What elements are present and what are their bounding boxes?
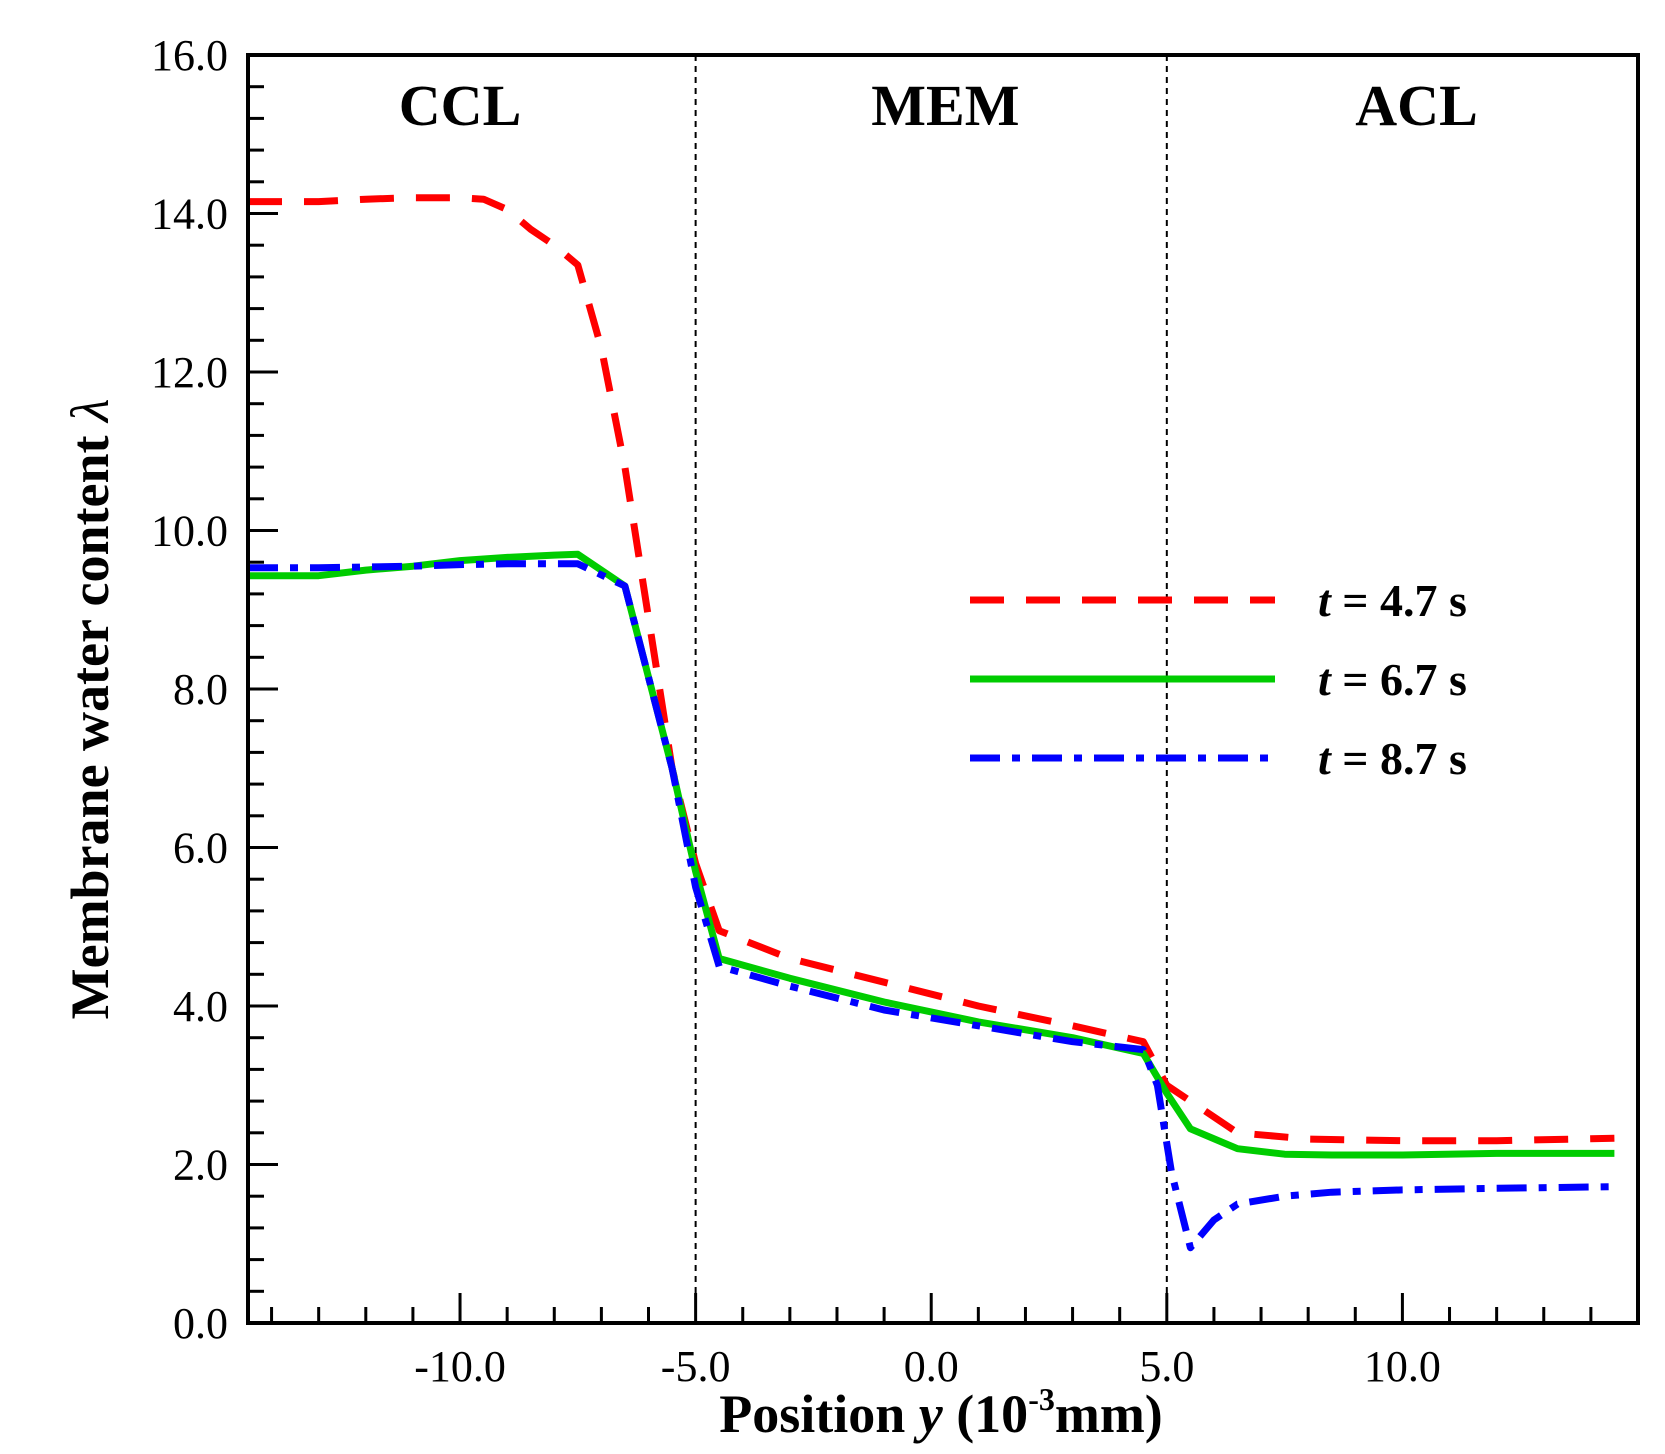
region-labels: CCL MEM ACL [399, 73, 1478, 138]
y-tick-label: 0.0 [173, 1299, 228, 1348]
x-axis-title-variable: y [913, 1384, 944, 1444]
x-tick-label: 0.0 [904, 1342, 959, 1391]
region-boundaries [694, 55, 1168, 1323]
y-tick-label: 6.0 [173, 824, 228, 873]
y-tick-label: 4.0 [173, 982, 228, 1031]
y-tick-label: 8.0 [173, 665, 228, 714]
series-line-2 [248, 550, 1615, 1159]
x-axis-title-suffix: mm) [1055, 1384, 1163, 1444]
x-axis-title: Position y (10-3mm) [719, 1381, 1163, 1444]
x-tick-label: -10.0 [414, 1342, 506, 1391]
x-tick-label: -5.0 [661, 1342, 731, 1391]
series-line-3 [248, 560, 1615, 1252]
x-axis-title-mid: (10 [943, 1384, 1028, 1444]
x-tick-label: 10.0 [1364, 1342, 1441, 1391]
series-layer [248, 194, 1615, 1252]
legend: t = 4.7 st = 6.7 st = 8.7 s [970, 575, 1467, 784]
x-tick-label: 5.0 [1139, 1342, 1194, 1391]
legend-label-variable: t [1318, 575, 1332, 626]
y-tick-label: 14.0 [151, 190, 228, 239]
y-tick-label: 10.0 [151, 507, 228, 556]
y-tick-label: 16.0 [151, 31, 228, 80]
y-axis-title-text: Membrane water content [60, 422, 120, 1019]
axis-tick-labels: -10.0 -5.0 0.0 5.0 10.0 0.0 2.0 4.0 6.0 8.0 10.0 12… [151, 31, 1441, 1391]
region-label-ccl: CCL [399, 73, 521, 138]
legend-label-value: = 8.7 s [1331, 733, 1467, 784]
x-axis-title-prefix: Position [719, 1384, 919, 1444]
legend-label-value: = 6.7 s [1331, 654, 1467, 705]
legend-label-value: = 4.7 s [1331, 575, 1467, 626]
region-label-mem: MEM [871, 73, 1019, 138]
y-tick-label: 12.0 [151, 348, 228, 397]
y-axis-title-symbol: λ [60, 399, 120, 424]
legend-label-3: t = 8.7 s [1318, 733, 1467, 784]
y-tick-label: 2.0 [173, 1141, 228, 1190]
legend-label-1: t = 4.7 s [1318, 575, 1467, 626]
legend-label-variable: t [1318, 654, 1332, 705]
y-axis-title: Membrane water content λ [60, 399, 120, 1020]
region-label-acl: ACL [1355, 73, 1477, 138]
axis-ticks [248, 53, 1593, 1325]
legend-label-2: t = 6.7 s [1318, 654, 1467, 705]
legend-label-variable: t [1318, 733, 1332, 784]
x-axis-title-superscript: -3 [1028, 1381, 1055, 1417]
